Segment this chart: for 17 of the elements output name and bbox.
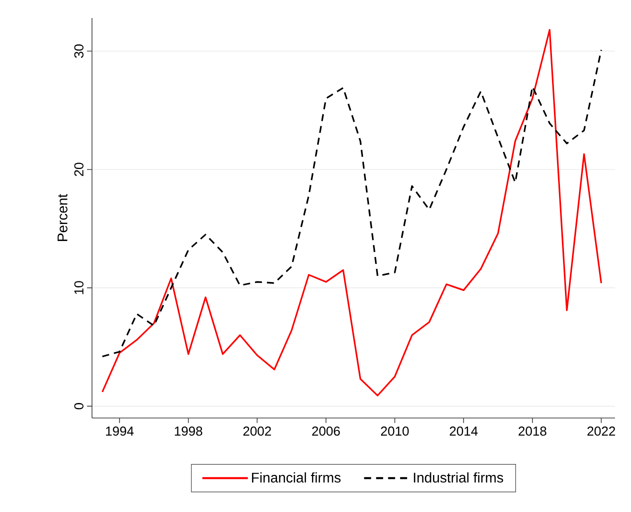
y-axis-title: Percent [58,194,68,241]
legend-label: Industrial firms [414,472,504,483]
x-tick-label: 2006 [312,426,340,436]
x-tick-label: 1998 [174,426,202,436]
legend-label: Financial firms [252,472,341,483]
x-tick-label: 1994 [106,426,134,436]
x-tick-label: 2002 [243,426,271,436]
y-tick-label: 30 [74,44,84,58]
line-series [102,29,602,396]
y-tick-label: 20 [74,162,84,176]
line-series [102,49,602,358]
x-tick-label: 2022 [587,426,616,436]
y-tick-label: 10 [74,281,84,294]
x-tick-label: 2014 [450,426,478,436]
x-tick-label: 2018 [518,426,546,436]
x-tick-label: 2010 [380,426,409,436]
y-tick-label: 0 [74,403,84,410]
